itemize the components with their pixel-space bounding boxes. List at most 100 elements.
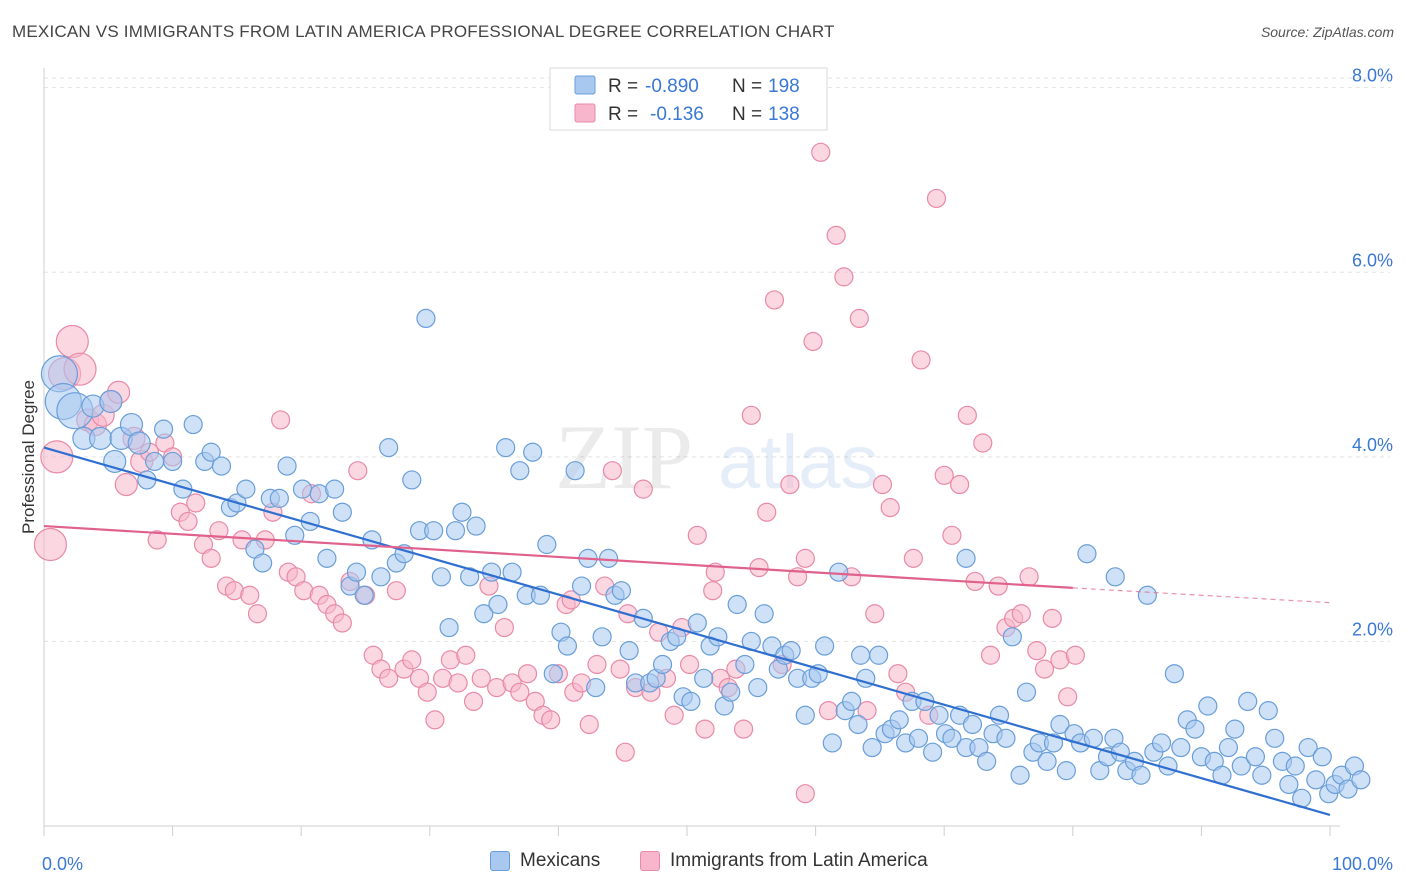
mexicans-point	[127, 431, 151, 455]
immigrants-point	[178, 511, 198, 532]
mexicans-point	[929, 705, 949, 725]
immigrants-point	[40, 440, 74, 474]
immigrants-point	[232, 530, 252, 550]
series-legend-item-immigrants: Immigrants from Latin America	[640, 850, 928, 872]
immigrants-point	[834, 267, 854, 287]
mexicans-point	[681, 691, 701, 712]
mexicans-point	[1252, 765, 1272, 785]
mexicans-point	[88, 426, 113, 450]
immigrants-point	[888, 664, 908, 684]
watermark: ZIP atlas	[555, 406, 879, 508]
mexicans-point	[269, 488, 289, 508]
immigrants-point	[402, 650, 422, 670]
mexicans-point	[431, 567, 451, 587]
immigrants-point	[494, 617, 514, 638]
immigrants-point	[1034, 659, 1055, 679]
mexicans-point	[371, 567, 391, 587]
immigrants-point	[348, 461, 368, 481]
immigrants-point	[1058, 687, 1078, 707]
series-legend-item-mexicans: Mexicans	[490, 850, 600, 872]
immigrants-trend-extension	[1072, 587, 1331, 604]
immigrants-point	[911, 350, 931, 370]
mexicans-point	[1258, 701, 1278, 721]
mexicans-point	[977, 751, 997, 771]
mexicans-point	[523, 442, 543, 462]
mexicans-point	[822, 733, 842, 753]
mexicans-point	[908, 728, 929, 748]
immigrants-point	[1042, 608, 1062, 628]
immigrants-point	[1065, 645, 1085, 665]
mexicans-point	[815, 636, 835, 656]
immigrants-point	[703, 581, 723, 601]
y-tick-label: 8.0%	[1352, 66, 1393, 86]
immigrants-point	[795, 784, 815, 804]
immigrants-point	[942, 525, 962, 545]
stats-legend: R = -0.890 N = 198 R = -0.136 N = 138	[549, 67, 828, 131]
immigrants-point	[1011, 604, 1031, 624]
immigrants-point	[741, 405, 761, 425]
mexicans-point	[1105, 567, 1125, 587]
grid-layer	[44, 77, 1390, 642]
mexicans-point	[619, 641, 639, 661]
mexicans-point	[862, 737, 882, 758]
mexicans-point	[829, 562, 849, 582]
mexicans-point	[781, 641, 801, 661]
mexicans-point	[586, 677, 606, 698]
mexicans-point	[1285, 756, 1305, 776]
mexicans-point	[735, 654, 755, 675]
immigrants-point	[247, 604, 268, 624]
mexicans-point	[754, 604, 774, 624]
mexicans-point	[1037, 751, 1057, 771]
mexicans-point	[1312, 747, 1332, 767]
immigrants-point	[679, 654, 700, 675]
immigrants-point	[757, 502, 777, 522]
immigrants-point	[872, 474, 893, 495]
mexicans-point	[277, 456, 297, 476]
immigrants-point	[271, 410, 291, 430]
immigrants-point	[510, 682, 530, 702]
immigrants-point	[950, 474, 970, 495]
mexicans-point	[543, 664, 563, 684]
immigrants-point	[33, 527, 68, 562]
mexicans-point	[474, 604, 494, 624]
mexicans-point	[153, 419, 174, 439]
immigrants-point	[811, 142, 831, 162]
y-tick-label: 2.0%	[1352, 619, 1393, 639]
source-credit: Source: ZipAtlas.com	[1260, 24, 1394, 40]
immigrants-point	[147, 530, 167, 550]
immigrants-point	[425, 710, 445, 730]
mexicans-point	[1238, 691, 1258, 712]
immigrants-point	[633, 479, 653, 499]
mexicans-point	[889, 710, 909, 730]
immigrants-point	[733, 719, 754, 739]
mexicans-point	[424, 521, 444, 541]
mexicans-point	[842, 691, 862, 712]
y-tick-label: 6.0%	[1352, 250, 1393, 270]
immigrants-point	[826, 225, 846, 245]
mexicans-point	[694, 668, 714, 688]
mexicans-point	[687, 613, 707, 633]
mexicans-point	[1043, 733, 1064, 753]
trend-lines	[43, 446, 1331, 816]
immigrants-point	[201, 548, 221, 568]
mexicans-point	[571, 576, 592, 596]
legend-swatch-immigrants	[574, 103, 596, 123]
mexicans-point	[537, 534, 557, 555]
legend-n-label-1: N =	[732, 76, 762, 97]
mexicans-point	[354, 585, 374, 605]
mexicans-point	[956, 548, 976, 568]
mexicans-point	[445, 521, 466, 541]
mexicans-point	[1265, 728, 1285, 748]
mexicans-point	[748, 677, 768, 698]
legend-r-value-2: -0.136	[650, 104, 704, 125]
mexicans-point	[1306, 770, 1326, 790]
immigrants-point	[471, 668, 491, 688]
series-label-immigrants: Immigrants from Latin America	[670, 850, 928, 871]
mexicans-point	[1198, 696, 1218, 716]
immigrants-point	[610, 659, 630, 679]
mexicans-point	[1171, 737, 1191, 758]
immigrants-point	[687, 525, 707, 545]
mexicans-trend-line	[43, 446, 1331, 816]
mexicans-point	[402, 470, 422, 490]
mexicans-point	[416, 308, 436, 329]
